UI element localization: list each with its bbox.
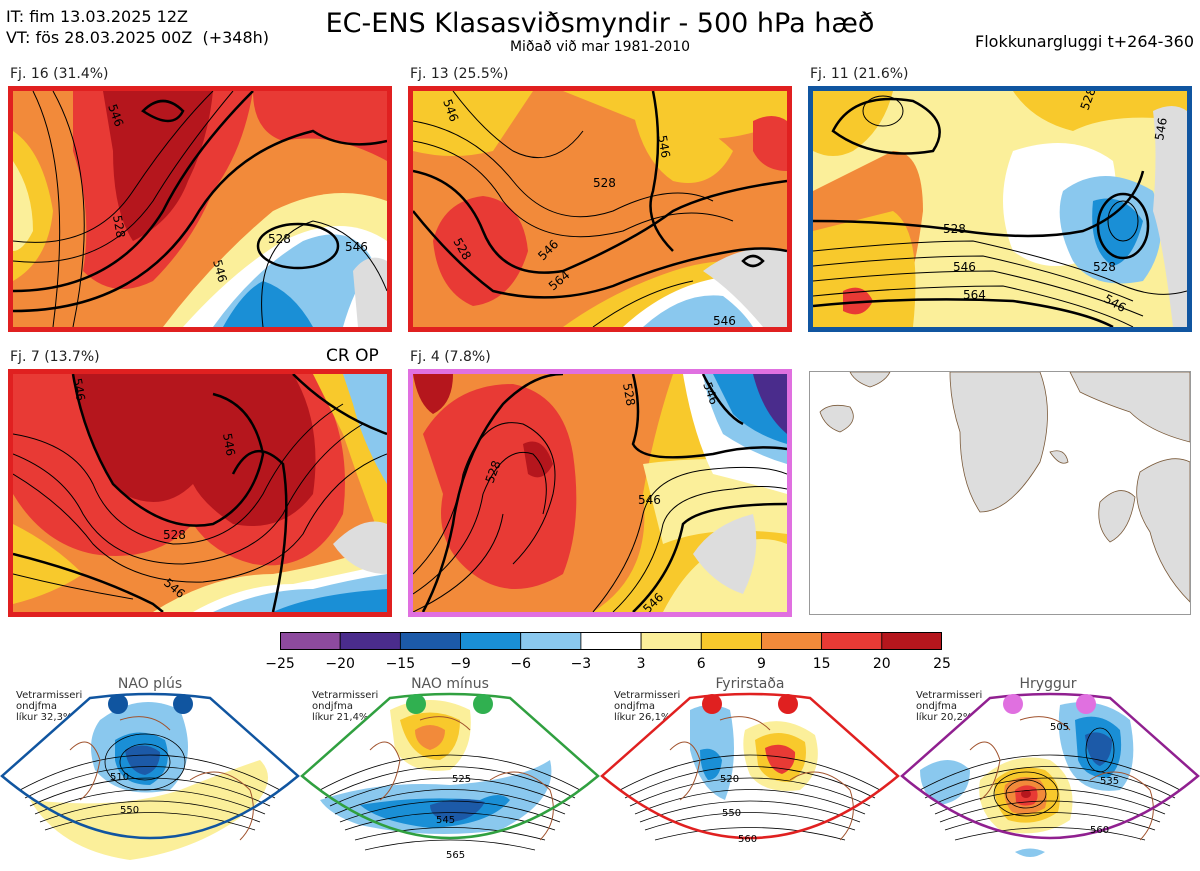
- page-subtitle: Miðað við mar 1981-2010: [509, 39, 691, 55]
- page-title: EC-ENS Klasasviðsmyndir - 500 hPa hæð: [325, 8, 875, 39]
- colorbar-tick-label: 20: [872, 656, 891, 672]
- cluster-map-7: 546 528 546 546: [8, 369, 392, 617]
- contour-label: 550: [722, 808, 741, 819]
- regime-map-ridge: 505 535 560: [900, 692, 1200, 857]
- initial-time: IT: fim 13.03.2025 12Z: [6, 7, 188, 26]
- colorbar-tick-label: 6: [696, 656, 706, 672]
- contour-label: 560: [1090, 825, 1109, 836]
- contour-label: 505: [1050, 722, 1069, 733]
- contour-label: 546: [220, 432, 238, 457]
- colorbar-cell: [821, 631, 883, 651]
- header-info: IT: fim 13.03.2025 12Z VT: fös 28.03.202…: [6, 6, 269, 48]
- contour-label: 565: [446, 850, 465, 861]
- colorbar-tick-label: −9: [450, 656, 471, 672]
- cluster-map-16: 546 528 546 528 546: [8, 86, 392, 332]
- colorbar-cell: [580, 631, 642, 651]
- cluster-map-4: 528 528 546 546 546: [408, 369, 792, 617]
- colorbar-tick-label: 3: [636, 656, 646, 672]
- contour-label: 528: [943, 222, 966, 236]
- contour-label: 564: [963, 288, 986, 302]
- contour-label: 528: [110, 214, 128, 239]
- colorbar-cell: [520, 631, 582, 651]
- clustering-window: Flokkunargluggi t+264-360: [975, 32, 1194, 51]
- colorbar-tick-label: −25: [265, 656, 295, 672]
- contour-label: 528: [268, 232, 291, 246]
- regime-note: Vetrarmisseri ondjfma líkur 21,4%: [312, 690, 379, 723]
- colorbar-tick-label: 15: [812, 656, 831, 672]
- contour-label: 535: [1100, 776, 1119, 787]
- cluster-label: Fj. 11 (21.6%): [810, 66, 909, 82]
- colorbar-tick-label: −6: [510, 656, 532, 672]
- regime-title: NAO mínus: [411, 676, 489, 692]
- regime-title: Fyrirstaða: [715, 676, 785, 692]
- contour-label: 528: [593, 176, 616, 190]
- cluster-label: Fj. 7 (13.7%): [10, 349, 100, 365]
- contour-label: 560: [738, 834, 757, 845]
- colorbar-cell: [460, 631, 522, 651]
- regime-note: Vetrarmisseri ondjfma líkur 32,3%: [16, 690, 83, 723]
- colorbar-cell: [700, 631, 762, 651]
- colorbar-tick-label: −3: [570, 656, 592, 672]
- cluster-map-13: 546 528 528 546 564 546 546: [408, 86, 792, 332]
- contour-label: 546: [210, 258, 229, 284]
- empty-map: [809, 371, 1191, 615]
- contour-label: 546: [345, 240, 368, 254]
- contour-label: 528: [163, 528, 186, 542]
- contour-label: 546: [70, 377, 88, 402]
- cluster-label: Fj. 13 (25.5%): [410, 66, 509, 82]
- regime-map-nao-plus: 510 550: [0, 692, 300, 860]
- contour-label: 546: [1152, 117, 1170, 142]
- contour-label: 546: [953, 260, 976, 274]
- colorbar-cell: [640, 631, 702, 651]
- regime-note: Vetrarmisseri ondjfma líkur 26,1%: [614, 690, 681, 723]
- regime-title: NAO plús: [117, 676, 183, 692]
- regime-map-nao-minus: 525 545 565: [300, 692, 600, 861]
- contour-label: 528: [620, 382, 638, 407]
- contour-label: 525: [452, 774, 471, 785]
- contour-label: 528: [1093, 260, 1116, 274]
- regime-map-block: 520 550 560: [600, 692, 900, 845]
- valid-time: VT: fös 28.03.2025 00Z (+348h): [6, 28, 270, 47]
- colorbar-cell: [881, 631, 943, 651]
- colorbar-cell: [279, 631, 341, 651]
- colorbar-cell: [761, 631, 823, 651]
- colorbar: [279, 631, 943, 651]
- colorbar-tick-label: 25: [933, 656, 951, 672]
- regime-note: Vetrarmisseri ondjfma líkur 20,2%: [916, 690, 983, 723]
- colorbar-tick-label: −15: [385, 656, 416, 672]
- contour-label: 546: [655, 134, 673, 159]
- colorbar-tick-label: −20: [325, 656, 355, 672]
- contour-label: 520: [720, 774, 739, 785]
- contour-label: 550: [120, 805, 139, 816]
- contour-label: 545: [436, 815, 455, 826]
- regime-title: Hryggur: [1019, 676, 1077, 692]
- cluster-label: Fj. 4 (7.8%): [410, 349, 491, 365]
- colorbar-tick-label: 9: [756, 656, 766, 672]
- contour-label: 510: [110, 772, 129, 783]
- contour-label: 546: [638, 493, 661, 507]
- colorbar-cell: [399, 631, 461, 651]
- cr-op-label: CR OP: [326, 346, 379, 366]
- contour-label: 546: [713, 314, 736, 327]
- cluster-map-11: 528 528 546 564 528 546 546: [808, 86, 1192, 332]
- colorbar-cell: [339, 631, 401, 651]
- cluster-label: Fj. 16 (31.4%): [10, 66, 109, 82]
